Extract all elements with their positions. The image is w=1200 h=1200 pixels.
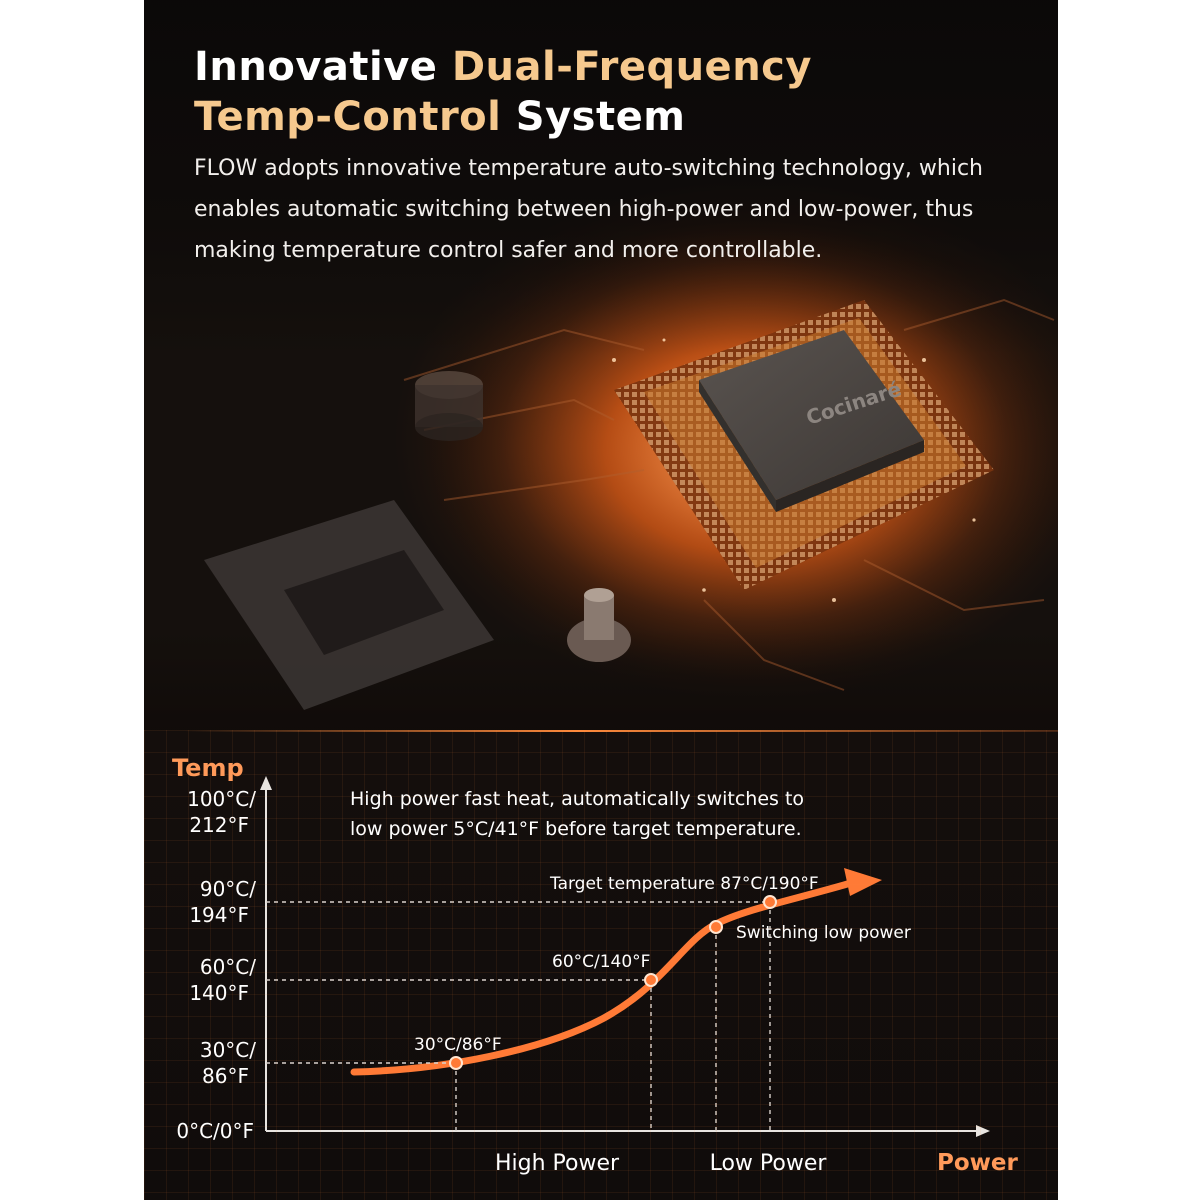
x-label-high-power: High Power xyxy=(495,1151,620,1176)
chart-note-line-2: low power 5°C/41°F before target tempera… xyxy=(350,818,802,840)
x-label-low-power: Low Power xyxy=(710,1151,828,1176)
headline-accent-2: Temp-Control xyxy=(194,94,502,140)
chart-note-line-1: High power fast heat, automatically swit… xyxy=(350,788,804,810)
data-point xyxy=(709,920,723,934)
x-axis-arrow xyxy=(976,1125,990,1137)
headline-part1: Innovative xyxy=(194,44,452,90)
circuit-board-illustration: Cocinaré xyxy=(204,220,1058,710)
headline-part2: System xyxy=(501,94,686,140)
headline-accent-1: Dual-Frequency xyxy=(451,44,812,90)
y-tick-label: 30°C/ xyxy=(200,1038,256,1062)
y-tick-label: 90°C/ xyxy=(200,877,256,901)
data-point-label: Target temperature 87°C/190°F xyxy=(549,874,819,894)
y-tick-label: 0°C/0°F xyxy=(176,1119,254,1143)
temperature-chart-panel: Temp Power 0°C/0°F 30°C/86°F 60°C/140°F 90°C/… xyxy=(144,730,1058,1200)
temperature-curve xyxy=(350,878,858,1076)
x-axis-title: Power xyxy=(937,1150,1019,1176)
temperature-chart: Temp Power 0°C/0°F 30°C/86°F 60°C/140°F 90°C/… xyxy=(172,754,1019,1176)
chart-divider-line xyxy=(184,730,1058,732)
y-axis-title: Temp xyxy=(172,754,244,782)
headline: Innovative Dual-Frequency Temp-Control S… xyxy=(194,42,1014,142)
data-point-label: 60°C/140°F xyxy=(552,952,650,972)
y-axis-arrow xyxy=(260,776,272,790)
y-tick-label: 140°F xyxy=(189,981,249,1005)
curve-arrowhead xyxy=(844,868,882,896)
y-tick-label: 194°F xyxy=(189,903,249,927)
intro-paragraph: FLOW adopts innovative temperature auto-… xyxy=(194,156,984,263)
y-tick-label: 86°F xyxy=(202,1064,249,1088)
data-point xyxy=(644,973,658,987)
data-point xyxy=(449,1056,463,1070)
data-point xyxy=(763,895,777,909)
data-point-label: Switching low power xyxy=(736,923,911,943)
data-point-label: 30°C/86°F xyxy=(414,1035,502,1055)
y-tick-label: 60°C/ xyxy=(200,955,256,979)
y-tick-label: 212°F xyxy=(189,813,249,837)
y-tick-label: 100°C/ xyxy=(187,787,256,811)
product-panel: Cocinaré Innovative Dual-Frequency Temp-… xyxy=(144,0,1058,1200)
